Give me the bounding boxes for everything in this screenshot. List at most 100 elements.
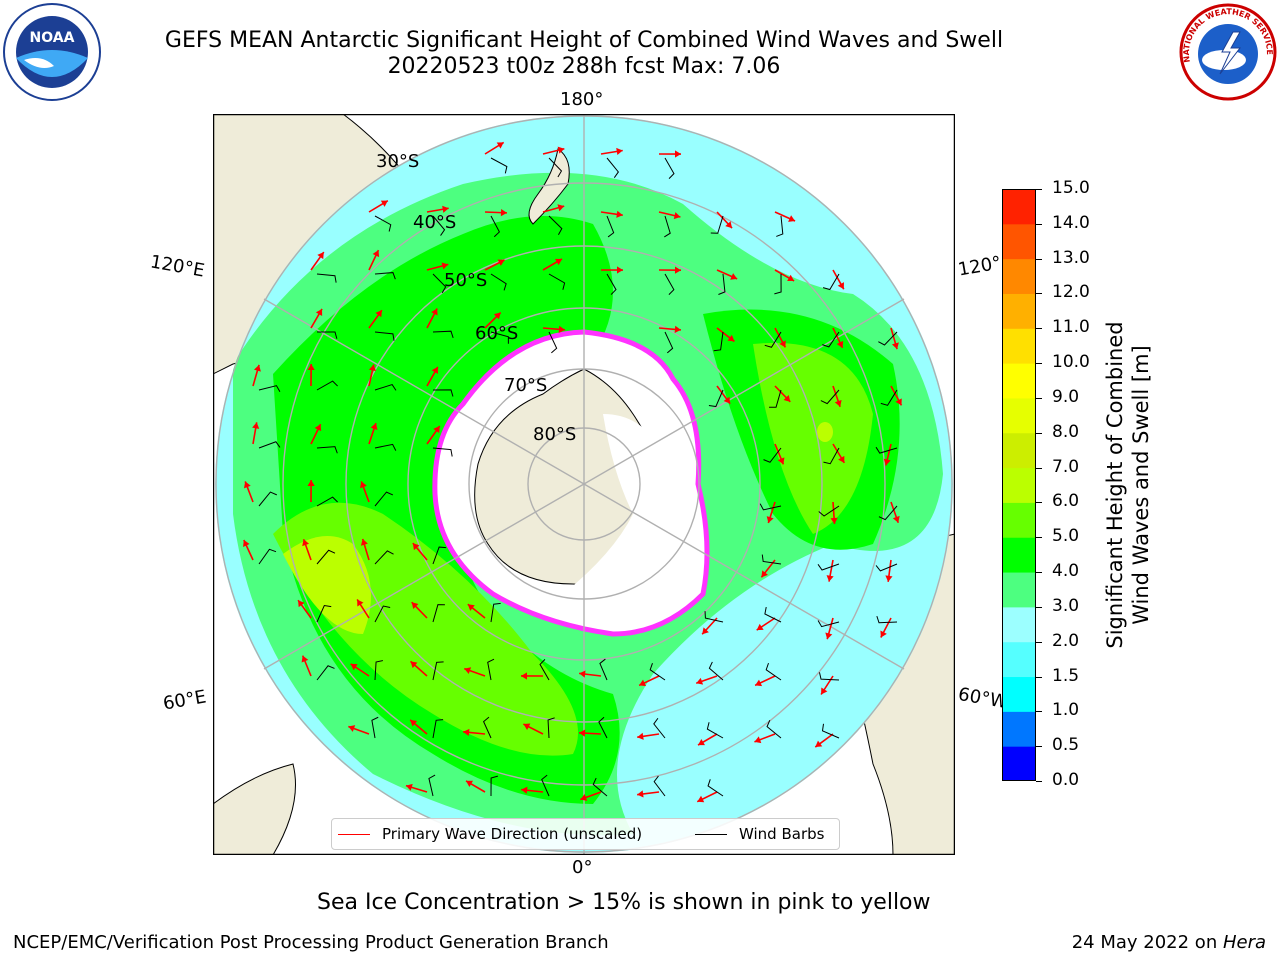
wave-arrow-head: [348, 725, 356, 732]
wind-barb: [818, 505, 840, 517]
wave-arrow-head: [523, 723, 531, 730]
wind-barb: [817, 620, 840, 628]
wave-arrow-head: [892, 515, 900, 523]
wave-arrow-head: [317, 252, 324, 260]
wind-barb: [539, 659, 550, 681]
colorbar-tick-mark: [1036, 502, 1042, 504]
colorbar-tick-label: 6.0: [1052, 491, 1080, 512]
wind-barb: [817, 563, 840, 571]
wind-barb: [761, 554, 782, 565]
colorbar-tick-label: 0.0: [1052, 770, 1080, 790]
colorbar-tick-mark: [1036, 363, 1042, 365]
wave-arrow-head: [756, 623, 764, 631]
wave-arrow-head: [755, 679, 763, 687]
wave-arrow-head: [380, 200, 388, 207]
colorbar-segment: [1002, 467, 1036, 503]
wave-arrow-head: [555, 258, 563, 266]
wave-arrow-head: [723, 396, 731, 404]
wave-arrow-head: [410, 661, 418, 669]
footer-date: 24 May 2022 on Hera: [1072, 932, 1266, 953]
colorbar-segment: [1002, 746, 1036, 781]
colorbar-label-line1: Significant Height of Combined: [1103, 321, 1127, 649]
wave-band-6m: [283, 536, 371, 634]
wind-barb: [374, 491, 394, 507]
colorbar-segment: [1002, 293, 1036, 329]
wind-barb: [490, 157, 508, 174]
graticule: [215, 114, 953, 855]
wave-height-map: [213, 114, 955, 855]
legend-barb-swatch: [695, 834, 727, 835]
wind-barb: [664, 215, 671, 238]
wave-arrow-head: [580, 794, 588, 801]
wave-arrow-head: [579, 670, 586, 678]
wave-arrow-head: [410, 719, 418, 727]
wind-barb: [776, 215, 784, 237]
colorbar-tick-label: 8.0: [1052, 421, 1080, 442]
colorbar-segment: [1002, 258, 1036, 294]
wave-arrow-head: [464, 667, 472, 675]
lat-label-70s: 70°S: [504, 375, 548, 396]
wave-arrow-head: [837, 282, 844, 290]
wave-arrow-head: [496, 142, 504, 149]
wave-arrow-head: [697, 738, 705, 746]
wave-arrow-head: [727, 334, 735, 342]
wind-barb: [708, 389, 724, 408]
wind-barb: [258, 441, 281, 449]
wave-arrow-head: [766, 516, 774, 523]
wave-arrow-head: [637, 790, 644, 798]
wind-barb: [316, 331, 338, 339]
wave-arrow-head: [883, 458, 891, 466]
wave-arrow-head: [360, 481, 367, 489]
wind-barb: [548, 273, 566, 290]
colorbar-segment: [1002, 711, 1036, 747]
wind-barb: [316, 605, 332, 623]
footer-branch: NCEP/EMC/Verification Post Processing Pr…: [13, 932, 609, 953]
lat-label-50s: 50°S: [444, 270, 488, 291]
wind-barb: [482, 716, 492, 739]
wave-arrow-head: [497, 259, 505, 266]
wave-arrow-head: [370, 423, 378, 430]
colorbar-segment: [1002, 606, 1036, 643]
footer-date-text: 24 May 2022 on: [1071, 932, 1223, 953]
wave-arrow-head: [433, 426, 440, 434]
wind-barb: [710, 215, 724, 234]
wave-arrow-head: [830, 517, 838, 524]
wave-arrow-head: [521, 786, 528, 794]
colorbar-segment: [1002, 397, 1036, 434]
wave-arrow-head: [880, 630, 887, 638]
colorbar-segment: [1002, 537, 1036, 573]
wind-barb: [371, 716, 379, 739]
wind-barb: [432, 447, 453, 457]
colorbar-tick-mark: [1036, 432, 1042, 434]
wind-barb: [432, 330, 454, 339]
wave-arrow-head: [836, 340, 844, 348]
wave-arrow-head: [431, 366, 439, 374]
wind-barb: [490, 775, 498, 797]
wave-arrow-head: [891, 342, 899, 350]
wind-barb: [649, 662, 666, 681]
colorbar-segment: [1002, 223, 1036, 260]
wave-arrow-head: [826, 575, 834, 582]
wind-barb: [708, 661, 724, 681]
wave-arrow-head: [779, 340, 786, 348]
wind-barb: [766, 720, 782, 739]
legend-wave-label: Primary Wave Direction (unscaled): [382, 825, 643, 843]
wind-barb: [718, 273, 726, 295]
wave-arrow-head: [493, 312, 501, 320]
wind-barb: [606, 157, 619, 178]
wind-barb: [432, 546, 447, 565]
wave-arrow-head: [637, 732, 644, 740]
wind-barb: [713, 331, 724, 352]
wind-barb: [548, 215, 563, 235]
lon-label-0: 0°: [572, 857, 593, 878]
wind-barbs: [258, 157, 898, 797]
wave-arrow-head: [788, 215, 796, 222]
colorbar-tick-mark: [1036, 258, 1042, 260]
wind-barb: [774, 273, 782, 295]
wave-arrow-head: [375, 310, 382, 318]
colorbar-segment: [1002, 572, 1036, 608]
wind-barb: [823, 447, 840, 465]
wind-barb: [707, 779, 724, 797]
wave-arrow-head: [252, 422, 260, 429]
wind-barb: [432, 719, 444, 739]
